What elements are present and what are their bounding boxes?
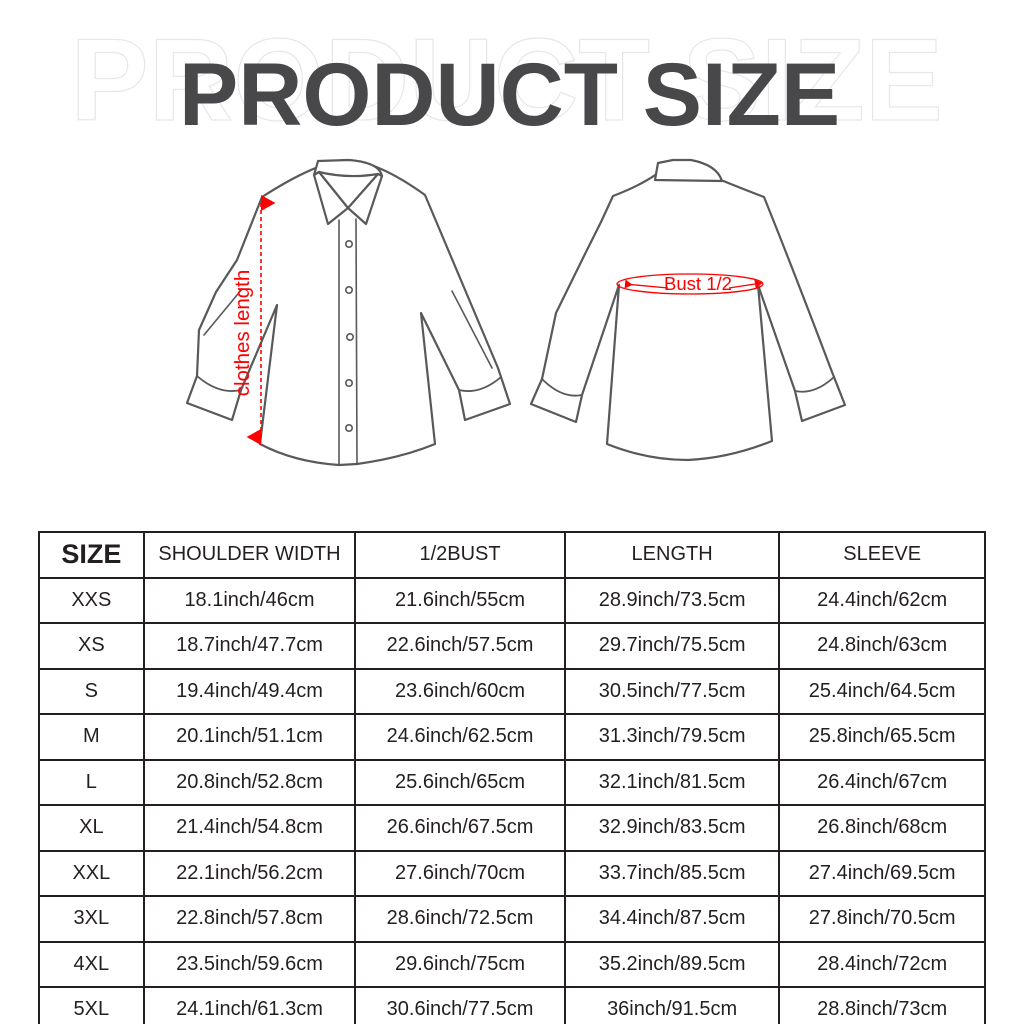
svg-text:clothes length: clothes length [231, 270, 254, 397]
svg-text:Bust 1/2: Bust 1/2 [664, 273, 732, 294]
